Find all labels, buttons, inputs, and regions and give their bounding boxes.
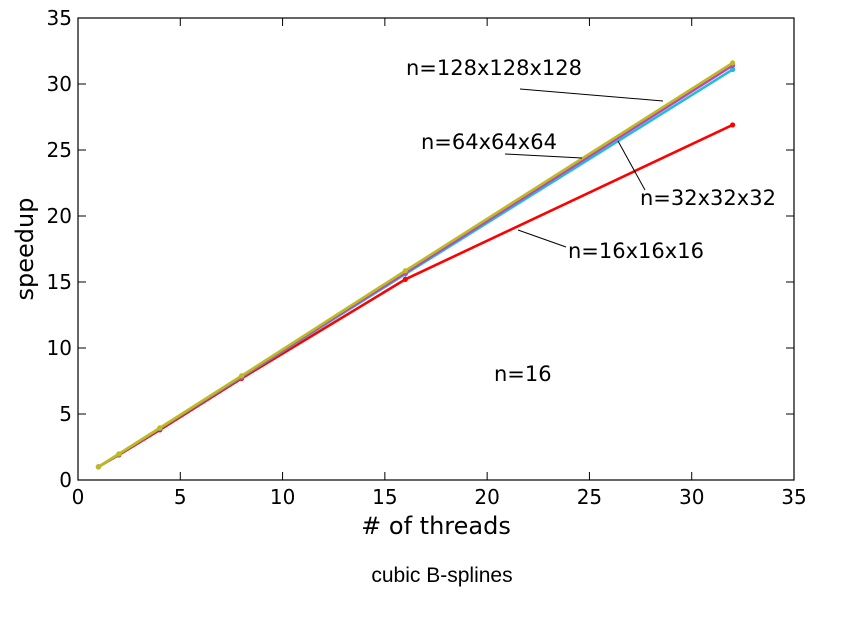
annotation-leader-line [519,88,664,102]
annotation-leaders [504,88,664,248]
x-tick-label: 30 [679,485,704,509]
y-axis-label: speedup [11,198,39,301]
series-point-3 [730,60,736,66]
x-tick-label: 5 [174,485,187,509]
series-point-0 [402,276,408,282]
series-point-3 [157,425,163,431]
annotation-n16-plain: n=16 [494,362,552,386]
annotation-leader-line [504,153,583,159]
series-layer [95,60,736,470]
y-tick-label: 0 [59,468,72,492]
y-tick-label: 30 [47,72,72,96]
series-point-3 [95,464,102,470]
annotation-n128: n=128x128x128 [406,56,582,80]
y-tick-label: 15 [47,270,72,294]
plot-frame [77,17,795,481]
x-tick-label: 35 [781,485,806,509]
y-tick-label: 20 [47,204,72,228]
series-line-3 [97,61,734,468]
series-point-3 [402,268,408,274]
x-tick-label: 20 [474,485,499,509]
chart-caption: cubic B-splines [371,564,512,587]
series-point-1 [730,66,736,73]
y-tick-label: 5 [59,402,72,426]
x-axis-label: # of threads [361,512,511,540]
y-tick-label: 10 [47,336,72,360]
annotation-n64: n=64x64x64 [421,130,557,154]
annotation-n32: n=32x32x32 [640,186,776,210]
series-point-0 [730,122,736,128]
annotation-leader-line [617,140,646,191]
series-point-3 [239,373,245,379]
x-tick-label: 10 [270,485,295,509]
series-point-3 [116,451,122,457]
x-tick-label: 15 [372,485,397,509]
y-tick-label: 25 [47,138,72,162]
annotation-leader-line [517,229,567,248]
y-tick-label: 35 [47,6,72,30]
x-tick-label: 0 [72,485,85,509]
x-tick-label: 25 [577,485,602,509]
annotation-n16: n=16x16x16 [568,239,704,263]
ticks-layer: 0 5 10 15 20 25 30 35 0 5 10 15 20 25 30 35 [47,6,807,509]
